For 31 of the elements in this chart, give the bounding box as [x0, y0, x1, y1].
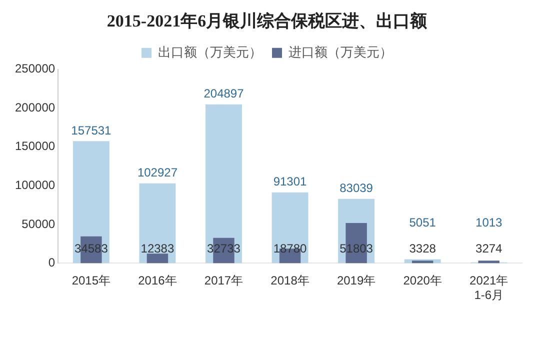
data-label: 3274 — [476, 242, 503, 256]
y-tick-label: 250000 — [14, 62, 56, 76]
x-tick-label: 2016年 — [138, 274, 177, 288]
data-label: 102927 — [137, 166, 178, 180]
x-tick-label: 2020年 — [403, 274, 442, 288]
data-label: 3328 — [409, 242, 436, 256]
x-tick-label: 2019年 — [336, 274, 376, 288]
x-tick-label: 2017年 — [204, 274, 244, 288]
chart-title: 2015-2021年6月银川综合保税区进、出口额 — [106, 12, 428, 31]
y-tick-label: 200000 — [14, 100, 56, 114]
data-label: 5051 — [409, 216, 436, 230]
data-label: 91301 — [273, 174, 308, 189]
bar — [412, 260, 434, 264]
data-label: 83039 — [340, 181, 374, 196]
data-label: 1013 — [476, 216, 503, 230]
x-tick-label: 2015年 — [72, 274, 111, 288]
bar — [146, 254, 168, 264]
legend-label: 出口额（万美元） — [158, 44, 262, 60]
y-tick-label: 50000 — [22, 216, 56, 231]
x-tick-label: 2018年 — [270, 274, 310, 288]
x-tick-label: 2021年 1-6月 — [470, 274, 508, 302]
y-tick-label: 0 — [48, 256, 56, 270]
bar — [139, 183, 176, 264]
legend-label: 进口额（万美元） — [288, 44, 392, 60]
data-label: 157531 — [71, 123, 112, 138]
data-label: 204897 — [204, 86, 244, 101]
bar — [478, 260, 500, 264]
data-label: 12383 — [140, 242, 174, 256]
y-tick-label: 150000 — [14, 139, 56, 154]
y-tick-label: 100000 — [14, 178, 56, 192]
bar — [206, 104, 242, 264]
